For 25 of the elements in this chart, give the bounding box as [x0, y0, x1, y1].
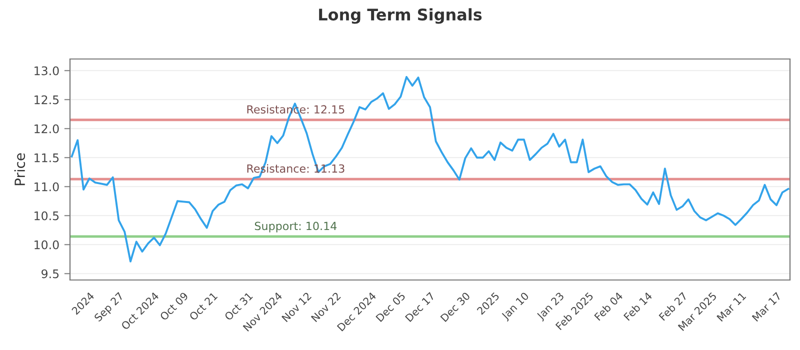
- x-tick-label: Dec 05: [376, 292, 406, 322]
- x-tick-label: Mar 17: [752, 292, 782, 322]
- x-tick-label: Mar 11: [716, 292, 746, 322]
- y-axis-title: Price: [14, 153, 26, 186]
- y-tick-label: 10.0: [34, 240, 59, 250]
- y-tick-label: 12.0: [34, 124, 59, 134]
- x-tick-label: Oct 09: [159, 292, 189, 321]
- x-tick-label: Dec 30: [440, 292, 470, 322]
- line-series: [70, 76, 790, 262]
- y-tick-label: 11.5: [34, 153, 59, 162]
- y-tick-label: 12.5: [34, 95, 59, 104]
- x-tick-label: Nov 22: [310, 292, 341, 322]
- x-tick-label: Jan 10: [500, 292, 531, 322]
- x-tick-label: Feb 04: [594, 292, 624, 321]
- y-tick-label: 11.0: [34, 182, 59, 192]
- y-tick-label: 10.5: [34, 211, 59, 220]
- x-tick-label: Oct 21: [188, 292, 218, 321]
- chart-title: Long Term Signals: [319, 8, 482, 24]
- ref-line-label: Support: 10.14: [254, 222, 337, 232]
- x-tick-label: Feb 14: [623, 292, 653, 321]
- x-tick-label: Nov 12: [281, 292, 312, 322]
- x-tick-label: Oct 31: [224, 292, 253, 321]
- x-tick-label: Dec 17: [404, 292, 436, 322]
- y-tick-label: 13.0: [34, 66, 59, 76]
- y-tick-label: 9.5: [42, 269, 59, 278]
